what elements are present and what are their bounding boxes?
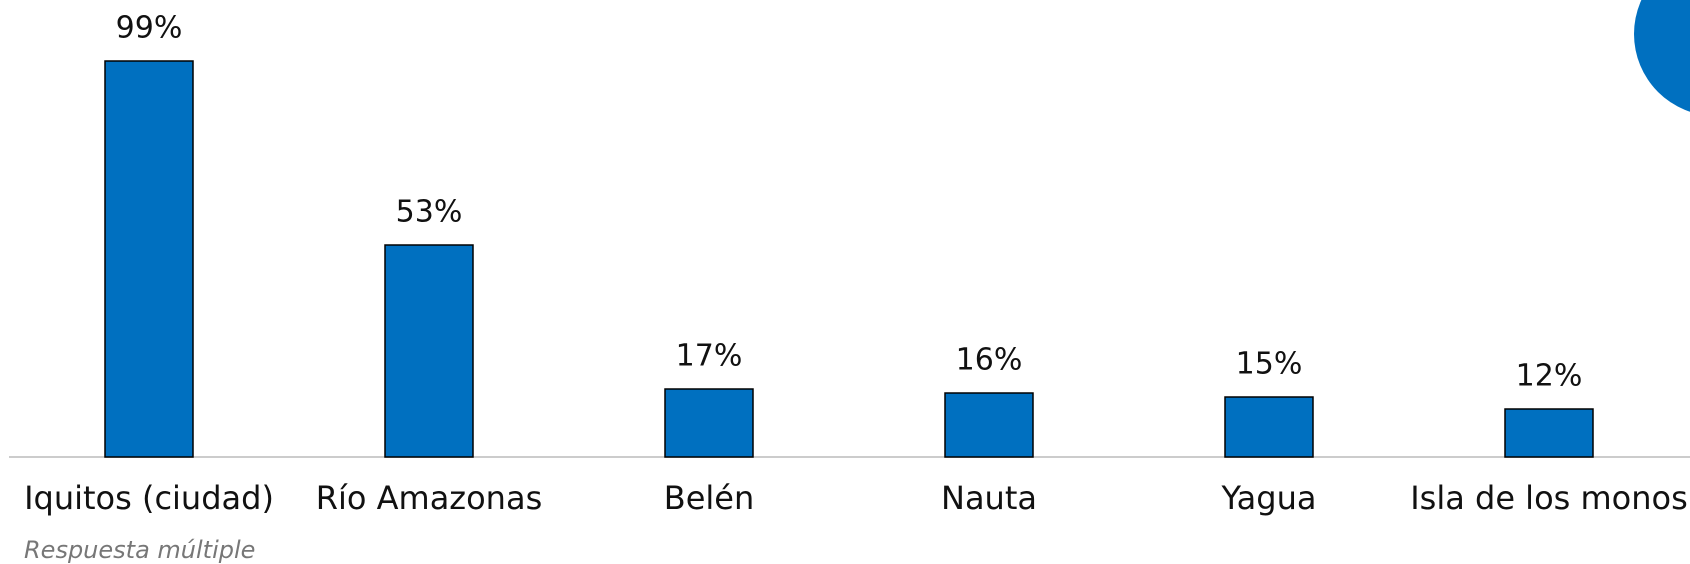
bar xyxy=(104,60,194,458)
bar xyxy=(384,244,474,458)
x-tick-label: Isla de los monos xyxy=(1410,479,1688,517)
value-label: 53% xyxy=(396,195,463,230)
value-label: 12% xyxy=(1516,359,1583,394)
bar xyxy=(944,392,1034,458)
value-label: 16% xyxy=(956,343,1023,378)
x-tick-label: Iquitos (ciudad) xyxy=(24,479,274,517)
value-label: 15% xyxy=(1236,347,1303,382)
x-tick-label: Belén xyxy=(664,479,755,517)
x-tick-label: Yagua xyxy=(1221,479,1317,517)
x-tick-label: Río Amazonas xyxy=(316,479,542,517)
bar xyxy=(1504,408,1594,458)
bar xyxy=(1224,396,1314,458)
value-label: 17% xyxy=(676,339,743,374)
value-label: 99% xyxy=(116,11,183,46)
bar xyxy=(664,388,754,458)
note: Respuesta múltiple xyxy=(24,536,255,564)
x-tick-label: Nauta xyxy=(941,479,1037,517)
logo xyxy=(1634,0,1690,112)
